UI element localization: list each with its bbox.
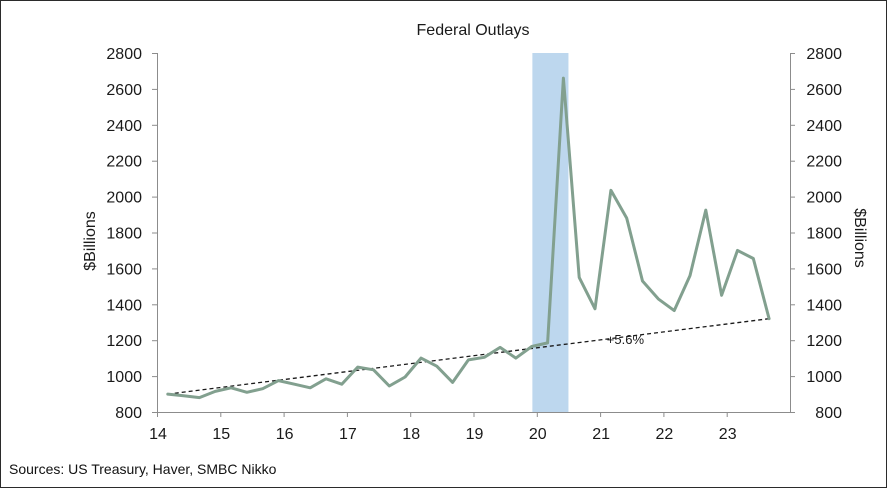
x-tick-label: 17	[339, 426, 357, 443]
x-tick-label: 14	[149, 426, 167, 443]
left-y-tick-label: 2600	[106, 82, 142, 99]
left-y-tick-label: 1200	[106, 333, 142, 350]
x-tick-label: 18	[402, 426, 420, 443]
x-tick-label: 16	[276, 426, 294, 443]
left-y-tick-label: 2200	[106, 154, 142, 171]
left-y-tick-label: 1400	[106, 297, 142, 314]
left-y-tick-label: 1600	[106, 261, 142, 278]
right-y-tick-label: 2400	[806, 118, 842, 135]
left-y-tick-label: 2000	[106, 190, 142, 207]
left-y-tick-label: 1800	[106, 226, 142, 243]
trend-label: +5.6%	[607, 332, 645, 347]
right-y-tick-label: 2000	[806, 190, 842, 207]
right-y-tick-label: 1600	[806, 261, 842, 278]
right-y-tick-label: 1000	[806, 369, 842, 386]
trendline	[167, 318, 770, 395]
federal-outlays-line	[166, 76, 771, 400]
source-note: Sources: US Treasury, Haver, SMBC Nikko	[9, 461, 277, 477]
right-y-axis-label: $Billions	[851, 208, 868, 268]
right-y-tick-label: 2600	[806, 82, 842, 99]
right-y-tick-label: 2200	[806, 154, 842, 171]
right-y-tick-label: 1400	[806, 297, 842, 314]
left-y-tick-label: 1000	[106, 369, 142, 386]
x-tick-label: 21	[592, 426, 610, 443]
left-y-axis-label: $Billions	[82, 211, 99, 271]
right-y-tick-label: 1800	[806, 226, 842, 243]
right-y-tick-label: 800	[815, 405, 842, 422]
x-tick-label: 23	[719, 426, 737, 443]
x-tick-label: 22	[656, 426, 674, 443]
x-tick-label: 19	[466, 426, 484, 443]
chart-title: Federal Outlays	[417, 22, 530, 39]
right-y-tick-label: 1200	[806, 333, 842, 350]
left-y-tick-label: 2800	[106, 46, 142, 63]
x-tick-label: 15	[212, 426, 230, 443]
left-y-tick-label: 800	[115, 405, 142, 422]
x-tick-label: 20	[529, 426, 547, 443]
left-y-tick-label: 2400	[106, 118, 142, 135]
right-y-tick-label: 2800	[806, 46, 842, 63]
